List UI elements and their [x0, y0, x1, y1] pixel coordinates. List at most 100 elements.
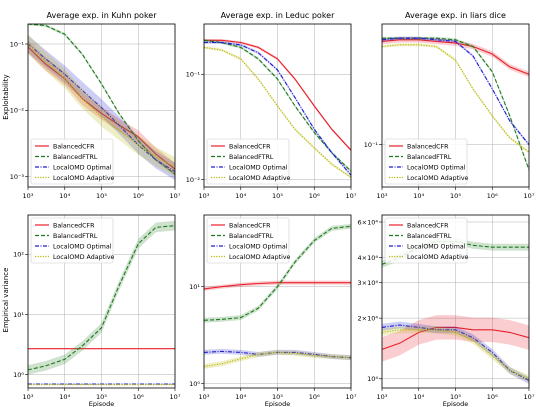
legend-label: LocalOMD Adaptive	[407, 175, 469, 182]
legend-label: LocalOMD Adaptive	[53, 175, 115, 182]
y-tick-label: 10⁻¹	[364, 141, 379, 149]
x-tick-label: 10⁷	[170, 393, 181, 401]
series-line	[382, 326, 529, 350]
legend: BalancedCFR BalancedFTRL LocalOMD Optimal L…	[30, 217, 115, 264]
x-tick-label: 10³	[23, 393, 34, 401]
x-tick-label: 10⁴	[413, 393, 424, 401]
y-tick-label: 4×10⁴	[358, 254, 379, 262]
legend-label: BalancedCFR	[53, 222, 95, 229]
legend-label: BalancedFTRL	[53, 233, 98, 240]
y-tick-label: 10⁻²	[10, 107, 25, 115]
plot-area	[204, 39, 351, 179]
x-tick-label: 10⁷	[524, 192, 535, 200]
y-tick-label: 10⁻²	[186, 176, 201, 184]
y-tick-label: 10⁻¹	[10, 40, 25, 48]
x-tick-label: 10⁵	[272, 393, 283, 401]
chart-panel-2: 10³ 10⁴ 10⁵ 10⁶ 10⁷ 10⁻² 10⁻¹ Average exp. in L…	[186, 11, 357, 200]
x-tick-label: 10³	[377, 393, 388, 401]
series-line	[382, 329, 529, 380]
series-line	[204, 41, 351, 176]
x-tick-label: 10⁶	[133, 393, 144, 401]
chart-title: Average exp. in Leduc poker	[221, 11, 335, 20]
x-tick-label: 10³	[23, 192, 34, 200]
x-tick-label: 10⁵	[96, 393, 107, 401]
legend-label: BalancedFTRL	[229, 154, 274, 161]
series-line	[382, 37, 529, 146]
panels: 10³ 10⁴ 10⁵ 10⁶ 10⁷ 10⁻³ 10⁻² 10⁻¹ Average exp. …	[10, 11, 535, 407]
series-line	[204, 39, 351, 151]
x-tick-label: 10⁴	[413, 192, 424, 200]
x-tick-label: 10⁷	[524, 393, 535, 401]
legend-label: LocalOMD Optimal	[407, 164, 466, 171]
chart-title: Average exp. in liars dice	[405, 11, 506, 20]
series-line	[382, 39, 529, 75]
confidence-band	[382, 321, 529, 384]
x-axis-label: Episode	[265, 400, 291, 407]
legend-label: LocalOMD Optimal	[407, 243, 466, 250]
confidence-band	[382, 326, 529, 383]
legend-label: BalancedCFR	[229, 222, 271, 229]
x-tick-label: 10⁴	[235, 192, 246, 200]
x-tick-label: 10⁶	[133, 192, 144, 200]
x-tick-label: 10⁵	[450, 393, 461, 401]
series-line	[204, 225, 351, 321]
y-axis-label-bottom: Empirical variance	[2, 268, 10, 333]
legend: BalancedCFR BalancedFTRL LocalOMD Optimal L…	[384, 217, 469, 264]
x-tick-label: 10⁷	[346, 393, 357, 401]
y-tick-label: 2×10⁴	[358, 314, 379, 322]
confidence-band	[204, 348, 351, 361]
legend-frame	[206, 138, 290, 185]
confidence-band	[382, 315, 529, 362]
x-tick-label: 10⁶	[487, 192, 498, 200]
legend-label: LocalOMD Adaptive	[407, 254, 469, 261]
y-tick-label: 10⁰	[13, 371, 24, 379]
legend-label: BalancedCFR	[407, 143, 449, 150]
legend-label: LocalOMD Optimal	[53, 243, 112, 250]
series-line	[28, 24, 175, 175]
y-tick-label: 10⁻¹	[186, 71, 201, 79]
legend-label: LocalOMD Optimal	[229, 164, 288, 171]
x-tick-label: 10⁵	[96, 192, 107, 200]
x-axis-label: Episode	[89, 400, 115, 407]
y-tick-label: 10⁻³	[10, 173, 25, 181]
y-tick-label: 10⁰	[189, 380, 200, 388]
chart-title: Average exp. in Kuhn poker	[46, 11, 157, 20]
x-tick-label: 10³	[199, 192, 210, 200]
legend-label: BalancedFTRL	[407, 154, 452, 161]
legend-frame	[384, 138, 468, 185]
chart-panel-4: 10³ 10⁴ 10⁵ 10⁶ 10⁷ 10⁰ 10¹ 10² Episode BalancedC…	[13, 214, 181, 407]
x-tick-label: 10⁵	[450, 192, 461, 200]
y-tick-label: 10¹	[189, 283, 200, 291]
series-line	[382, 324, 529, 381]
x-tick-label: 10⁷	[346, 192, 357, 200]
plot-area	[28, 220, 175, 386]
x-tick-label: 10⁴	[59, 393, 70, 401]
legend-label: LocalOMD Optimal	[229, 243, 288, 250]
legend-label: LocalOMD Adaptive	[229, 175, 291, 182]
series-line	[28, 43, 175, 172]
x-tick-label: 10³	[377, 192, 388, 200]
legend-frame	[30, 217, 114, 264]
y-tick-label: 10²	[13, 251, 24, 259]
legend-label: BalancedFTRL	[229, 233, 274, 240]
series-line	[204, 351, 351, 368]
chart-panel-1: 10³ 10⁴ 10⁵ 10⁶ 10⁷ 10⁻³ 10⁻² 10⁻¹ Average exp. …	[10, 11, 181, 200]
legend: BalancedCFR BalancedFTRL LocalOMD Optimal L…	[30, 138, 115, 185]
legend: BalancedCFR BalancedFTRL LocalOMD Optimal L…	[206, 138, 291, 185]
series-line	[204, 39, 351, 172]
series-line	[28, 225, 175, 371]
x-tick-label: 10⁴	[235, 393, 246, 401]
legend-frame	[30, 138, 114, 185]
confidence-band	[382, 36, 529, 172]
legend-frame	[384, 217, 468, 264]
x-tick-label: 10⁶	[487, 393, 498, 401]
series-line	[382, 44, 529, 153]
y-tick-label: 10⁴	[367, 375, 378, 383]
legend-label: BalancedFTRL	[53, 154, 98, 161]
legend-label: BalancedFTRL	[407, 233, 452, 240]
legend-frame	[206, 217, 290, 264]
series-line	[28, 43, 175, 168]
series-line	[28, 46, 175, 170]
y-tick-label: 10¹	[13, 311, 24, 319]
x-tick-label: 10⁶	[309, 393, 320, 401]
